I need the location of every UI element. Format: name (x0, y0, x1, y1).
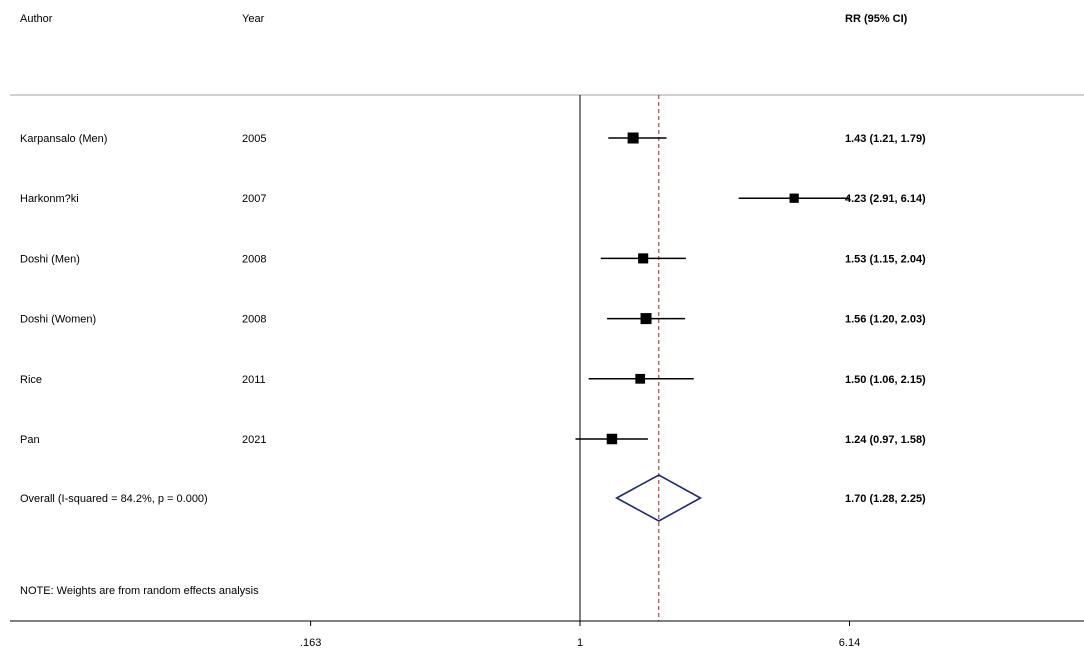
year-column-header: Year (242, 13, 265, 25)
study-author-label: Pan (20, 434, 40, 446)
point-estimate-marker (640, 313, 652, 325)
study-year-label: 2007 (242, 193, 266, 205)
overall-label: Overall (I-squared = 84.2%, p = 0.000) (20, 493, 208, 505)
x-tick-label: 1 (577, 637, 583, 649)
study-author-label: Rice (20, 374, 42, 386)
x-tick-label: .163 (300, 637, 321, 649)
study-author-label: Karpansalo (Men) (20, 133, 107, 145)
author-column-header: Author (20, 13, 53, 25)
study-year-label: 2011 (242, 374, 266, 386)
point-estimate-marker (789, 193, 799, 203)
header-row: Author Year RR (95% CI) (20, 13, 908, 25)
estimate-column-header: RR (95% CI) (845, 13, 908, 25)
study-estimate-label: 1.50 (1.06, 2.15) (845, 374, 926, 386)
point-estimate-marker (627, 132, 639, 144)
x-axis-ticks: .163 1 6.14 (300, 621, 860, 649)
study-estimate-label: 4.23 (2.91, 6.14) (845, 193, 926, 205)
study-year-label: 2008 (242, 253, 266, 265)
study-author-label: Harkonm?ki (20, 193, 79, 205)
study-author-label: Doshi (Women) (20, 314, 96, 326)
study-year-label: 2021 (242, 434, 266, 446)
study-year-label: 2008 (242, 314, 266, 326)
weights-note: NOTE: Weights are from random effects an… (20, 585, 259, 597)
point-estimate-marker (638, 253, 649, 264)
study-author-label: Doshi (Men) (20, 253, 80, 265)
overall-estimate-label: 1.70 (1.28, 2.25) (845, 493, 926, 505)
point-estimate-marker (635, 373, 646, 384)
study-estimate-label: 1.24 (0.97, 1.58) (845, 434, 926, 446)
point-estimate-marker (606, 433, 618, 445)
x-tick-label: 6.14 (839, 637, 860, 649)
study-estimate-label: 1.43 (1.21, 1.79) (845, 133, 926, 145)
study-rows: Karpansalo (Men) 2005 1.43 (1.21, 1.79) Har… (20, 133, 926, 505)
study-estimate-label: 1.53 (1.15, 2.04) (845, 253, 926, 265)
plot-area (575, 95, 850, 621)
study-year-label: 2005 (242, 133, 266, 145)
overall-diamond (614, 474, 703, 522)
study-estimate-label: 1.56 (1.20, 2.03) (845, 314, 926, 326)
